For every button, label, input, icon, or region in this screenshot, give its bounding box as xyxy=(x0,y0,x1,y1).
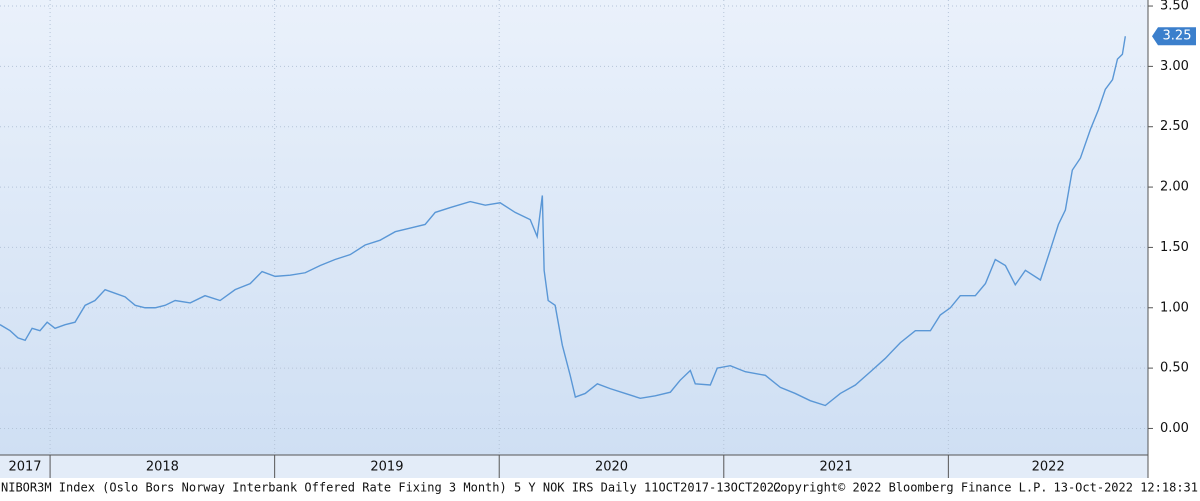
y-tick-label: 0.00 xyxy=(1160,421,1189,436)
y-tick-label: 0.50 xyxy=(1160,361,1189,376)
last-value-label: 3.25 xyxy=(1163,29,1192,44)
series-line xyxy=(0,36,1127,407)
footer-source: NIBOR3M Index (Oslo Bors Norway Interban… xyxy=(1,481,781,495)
y-tick-label: 3.50 xyxy=(1160,0,1189,14)
footer-timestamp: 13-Oct-2022 12:18:31 xyxy=(1054,481,1199,495)
x-tick-label: 2020 xyxy=(595,460,628,475)
y-tick-label: 3.00 xyxy=(1160,59,1189,74)
plot-area xyxy=(0,0,1148,455)
y-tick-label: 1.50 xyxy=(1160,240,1189,255)
x-tick-label: 2018 xyxy=(146,460,179,475)
y-tick-label: 2.50 xyxy=(1160,119,1189,134)
footer-copyright: Copyright© 2022 Bloomberg Finance L.P. xyxy=(773,481,1048,495)
x-tick-label: 2019 xyxy=(370,460,403,475)
y-tick-label: 1.00 xyxy=(1160,300,1189,315)
x-tick-label: 2021 xyxy=(820,460,853,475)
x-tick-label: 2022 xyxy=(1032,460,1065,475)
x-tick-label: 2017 xyxy=(8,460,41,475)
last-value-tag xyxy=(1152,27,1196,46)
y-tick-label: 2.00 xyxy=(1160,180,1189,195)
x-axis-strip xyxy=(0,455,1148,478)
